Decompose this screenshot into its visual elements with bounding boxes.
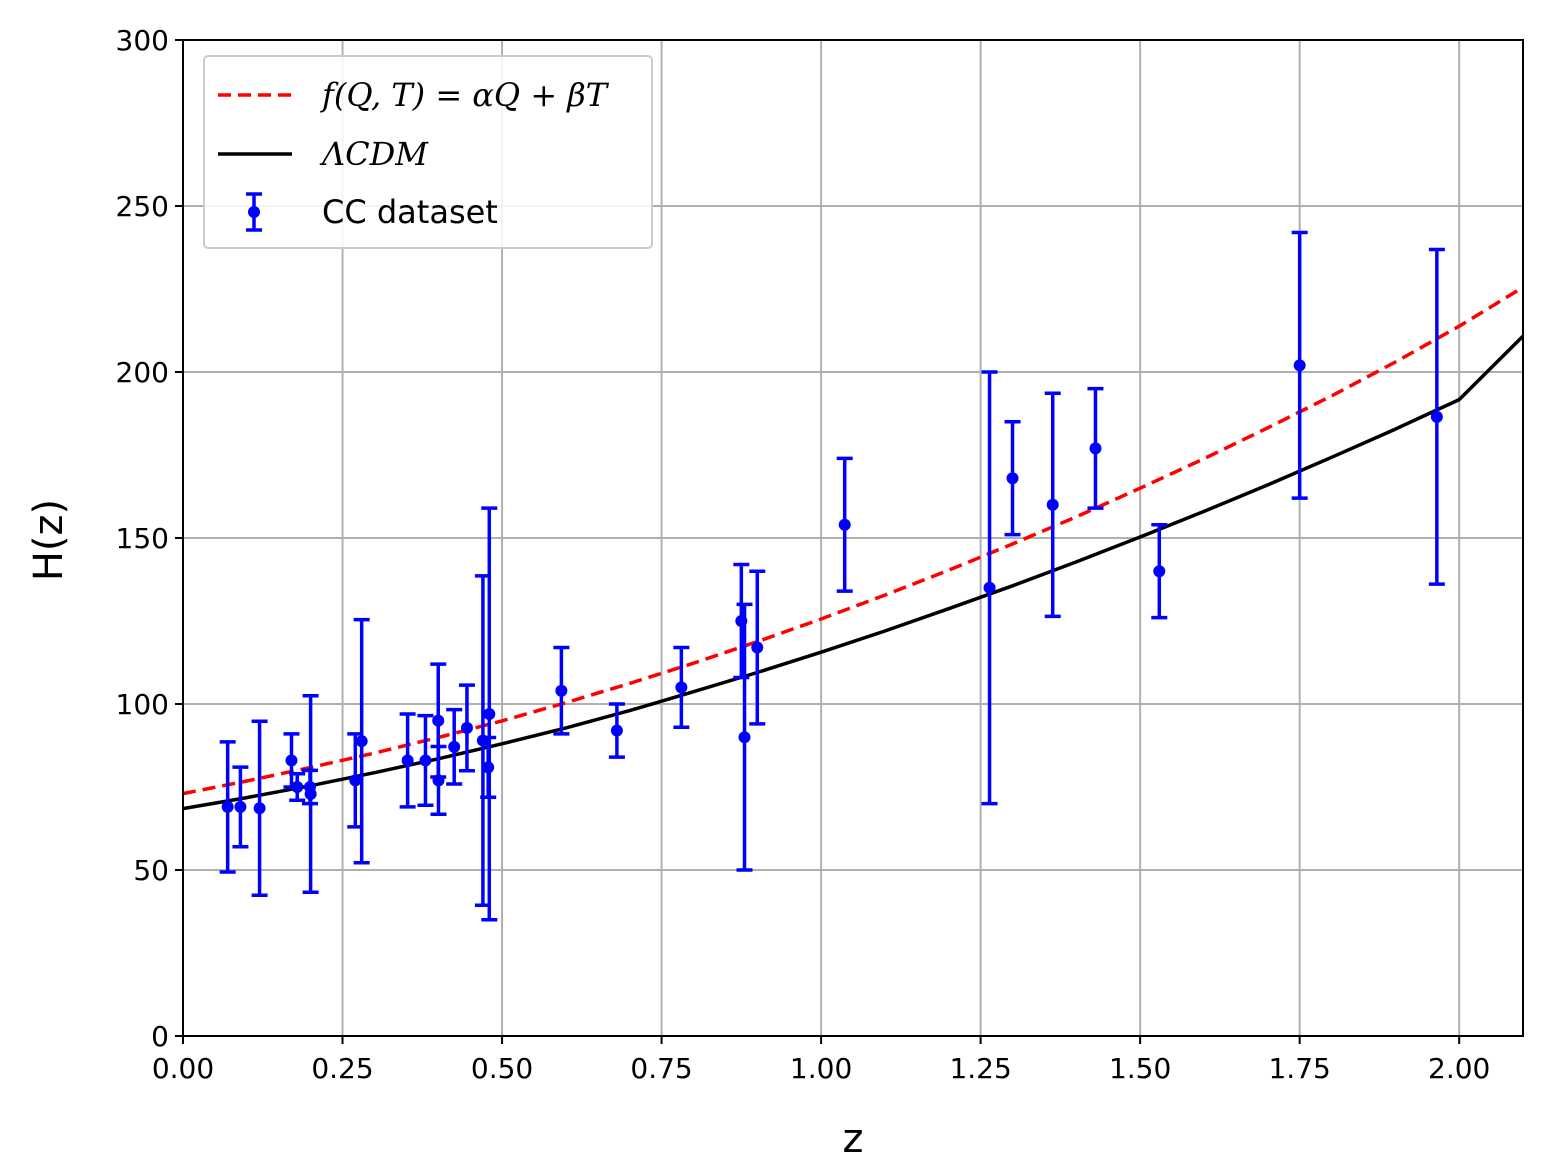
cc-data-point bbox=[353, 617, 370, 865]
data-marker bbox=[1089, 442, 1102, 455]
data-marker bbox=[675, 681, 688, 694]
data-marker bbox=[610, 724, 623, 737]
data-marker bbox=[1430, 410, 1443, 423]
cc-data-point bbox=[1044, 391, 1061, 619]
data-marker bbox=[983, 581, 996, 594]
cc-data-point bbox=[981, 370, 998, 806]
data-marker bbox=[401, 754, 414, 767]
y-tick-label: 0 bbox=[151, 1020, 169, 1053]
legend-label-cc: CC dataset bbox=[322, 193, 498, 231]
data-marker bbox=[355, 735, 368, 748]
x-tick-label: 1.75 bbox=[1268, 1052, 1330, 1085]
data-marker bbox=[448, 740, 461, 753]
x-tick-label: 1.00 bbox=[790, 1052, 852, 1085]
data-marker bbox=[285, 754, 298, 767]
data-marker bbox=[555, 684, 568, 697]
x-tick-label: 0.75 bbox=[630, 1052, 692, 1085]
x-tick-label: 1.25 bbox=[949, 1052, 1011, 1085]
data-marker bbox=[738, 731, 751, 744]
data-marker bbox=[460, 721, 473, 734]
cc-data-point bbox=[458, 683, 475, 773]
cc-data-point bbox=[736, 602, 753, 872]
y-axis-label: H(z) bbox=[26, 499, 72, 581]
data-marker bbox=[751, 641, 764, 654]
cc-data-point bbox=[251, 719, 268, 897]
data-marker bbox=[291, 781, 304, 793]
cc-data-point bbox=[1428, 247, 1445, 586]
cc-data-point bbox=[219, 740, 236, 874]
data-marker bbox=[432, 774, 445, 787]
data-marker bbox=[1293, 359, 1306, 372]
cc-data-point bbox=[553, 645, 570, 736]
cc-data-point bbox=[232, 765, 249, 849]
y-axis-ticks: 0 50 100 150 200 250 300 bbox=[116, 24, 183, 1053]
data-marker bbox=[253, 802, 266, 815]
data-marker bbox=[221, 800, 234, 813]
data-marker bbox=[1153, 565, 1166, 578]
cc-data-point bbox=[749, 569, 766, 726]
x-tick-label: 0.00 bbox=[152, 1052, 214, 1085]
y-tick-label: 300 bbox=[116, 24, 169, 57]
data-marker bbox=[349, 774, 362, 787]
data-marker bbox=[483, 707, 496, 720]
cc-data-point bbox=[446, 707, 463, 786]
x-tick-label: 1.50 bbox=[1109, 1052, 1171, 1085]
y-tick-label: 200 bbox=[116, 356, 169, 389]
data-marker bbox=[838, 518, 851, 531]
data-marker bbox=[432, 714, 445, 727]
cc-data-point bbox=[430, 744, 447, 816]
x-axis-ticks: 0.00 0.25 0.50 0.75 1.00 1.25 1.50 1.75 2.00 bbox=[152, 1036, 1490, 1085]
legend: f(Q, T) = αQ + βT ΛCDM CC dataset bbox=[203, 55, 653, 249]
cc-data-point bbox=[399, 712, 416, 809]
cc-data-point bbox=[481, 506, 498, 922]
cc-data-point bbox=[1087, 386, 1104, 510]
data-marker bbox=[304, 787, 317, 800]
cc-data-point bbox=[836, 456, 853, 593]
y-tick-label: 150 bbox=[116, 522, 169, 555]
y-tick-label: 50 bbox=[133, 854, 169, 887]
cc-data-point bbox=[1291, 230, 1308, 500]
legend-label-fqt: f(Q, T) = αQ + βT bbox=[320, 76, 610, 114]
y-tick-label: 250 bbox=[116, 190, 169, 223]
data-marker bbox=[1046, 498, 1059, 511]
cc-data-point bbox=[1151, 522, 1168, 620]
cc-data-point bbox=[302, 693, 319, 894]
x-tick-label: 0.25 bbox=[311, 1052, 373, 1085]
cc-data-point bbox=[1004, 420, 1021, 537]
x-tick-label: 0.50 bbox=[471, 1052, 533, 1085]
legend-swatch-cc bbox=[246, 192, 262, 232]
cc-data-point bbox=[417, 713, 434, 808]
y-tick-label: 100 bbox=[116, 688, 169, 721]
x-axis-label: z bbox=[843, 1116, 864, 1162]
x-tick-label: 2.00 bbox=[1428, 1052, 1490, 1085]
legend-box bbox=[203, 55, 653, 249]
legend-label-lcdm: ΛCDM bbox=[319, 135, 429, 173]
cc-data-points bbox=[219, 230, 1445, 922]
cc-data-point bbox=[608, 702, 625, 759]
cc-data-point bbox=[289, 771, 306, 803]
data-marker bbox=[419, 754, 432, 767]
data-marker bbox=[234, 800, 247, 813]
data-marker bbox=[1006, 472, 1019, 485]
cc-data-point bbox=[673, 645, 690, 729]
